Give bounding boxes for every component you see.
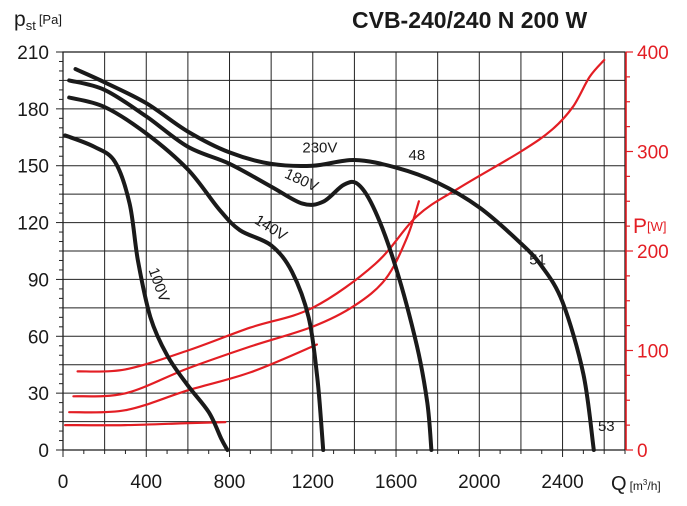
curve-label: 100V [145, 266, 173, 305]
y-axis-title-main: p [14, 8, 26, 31]
power-curve-230v [76, 58, 606, 373]
x-tick-label: 1600 [375, 472, 417, 493]
x-tick-label: 400 [130, 472, 162, 493]
pressure-curve-100v [63, 133, 230, 452]
y-tick-label: 150 [17, 157, 49, 178]
curve-label: 48 [409, 147, 426, 164]
y2-axis-title-main: P [633, 215, 647, 238]
y-tick-label: 60 [28, 327, 49, 348]
x-axis-title-main: Q [611, 473, 627, 495]
y-tick-label: 90 [28, 270, 49, 291]
x-tick-label: 2400 [541, 472, 583, 493]
chart-title: CVB-240/240 N 200 W [352, 7, 588, 33]
x-tick-label: 0 [58, 472, 69, 493]
y-tick-label: 210 [17, 43, 49, 64]
y-axis-title-unit: [Pa] [39, 12, 62, 27]
pressure-curve-140v [67, 95, 326, 452]
y2-tick-label: 200 [637, 242, 669, 263]
y2-tick-label: 0 [637, 441, 648, 462]
curve-label: 51 [529, 251, 546, 268]
x-tick-label: 1200 [292, 472, 334, 493]
y-axis-title-sub: st [26, 18, 37, 33]
x-axis-title-unit-pre: [m [630, 479, 643, 493]
x-tick-label: 2000 [458, 472, 500, 493]
x-axis-title-unit-sup: 3 [643, 478, 648, 487]
y-tick-label: 30 [28, 384, 49, 405]
y2-tick-label: 400 [637, 43, 669, 64]
x-tick-label: 800 [214, 472, 246, 493]
y2-axis-title: P[W] [633, 215, 667, 238]
y-axis-title: pst [Pa] [14, 8, 62, 33]
y-tick-label: 180 [17, 100, 49, 121]
pressure-curves [63, 67, 596, 452]
power-curve-100v [63, 421, 227, 427]
y2-axis-title-unit: [W] [647, 219, 667, 234]
pressure-curve-180v [67, 78, 434, 452]
power-curve-140v [68, 343, 318, 414]
y2-tick-label: 100 [637, 342, 669, 363]
power-curves [63, 58, 606, 427]
y2-tick-label: 300 [637, 143, 669, 164]
x-axis-title-unit-post: /h] [647, 479, 660, 493]
pressure-curve-230v [73, 67, 596, 452]
y-tick-label: 0 [38, 441, 49, 462]
curve-label: 180V [282, 165, 321, 195]
curve-label: 53 [598, 418, 615, 435]
power-curve-180v [72, 200, 420, 398]
curve-label: 230V [302, 139, 337, 156]
x-axis-title: Q [m3/h] [611, 473, 661, 495]
y-tick-label: 120 [17, 214, 49, 235]
